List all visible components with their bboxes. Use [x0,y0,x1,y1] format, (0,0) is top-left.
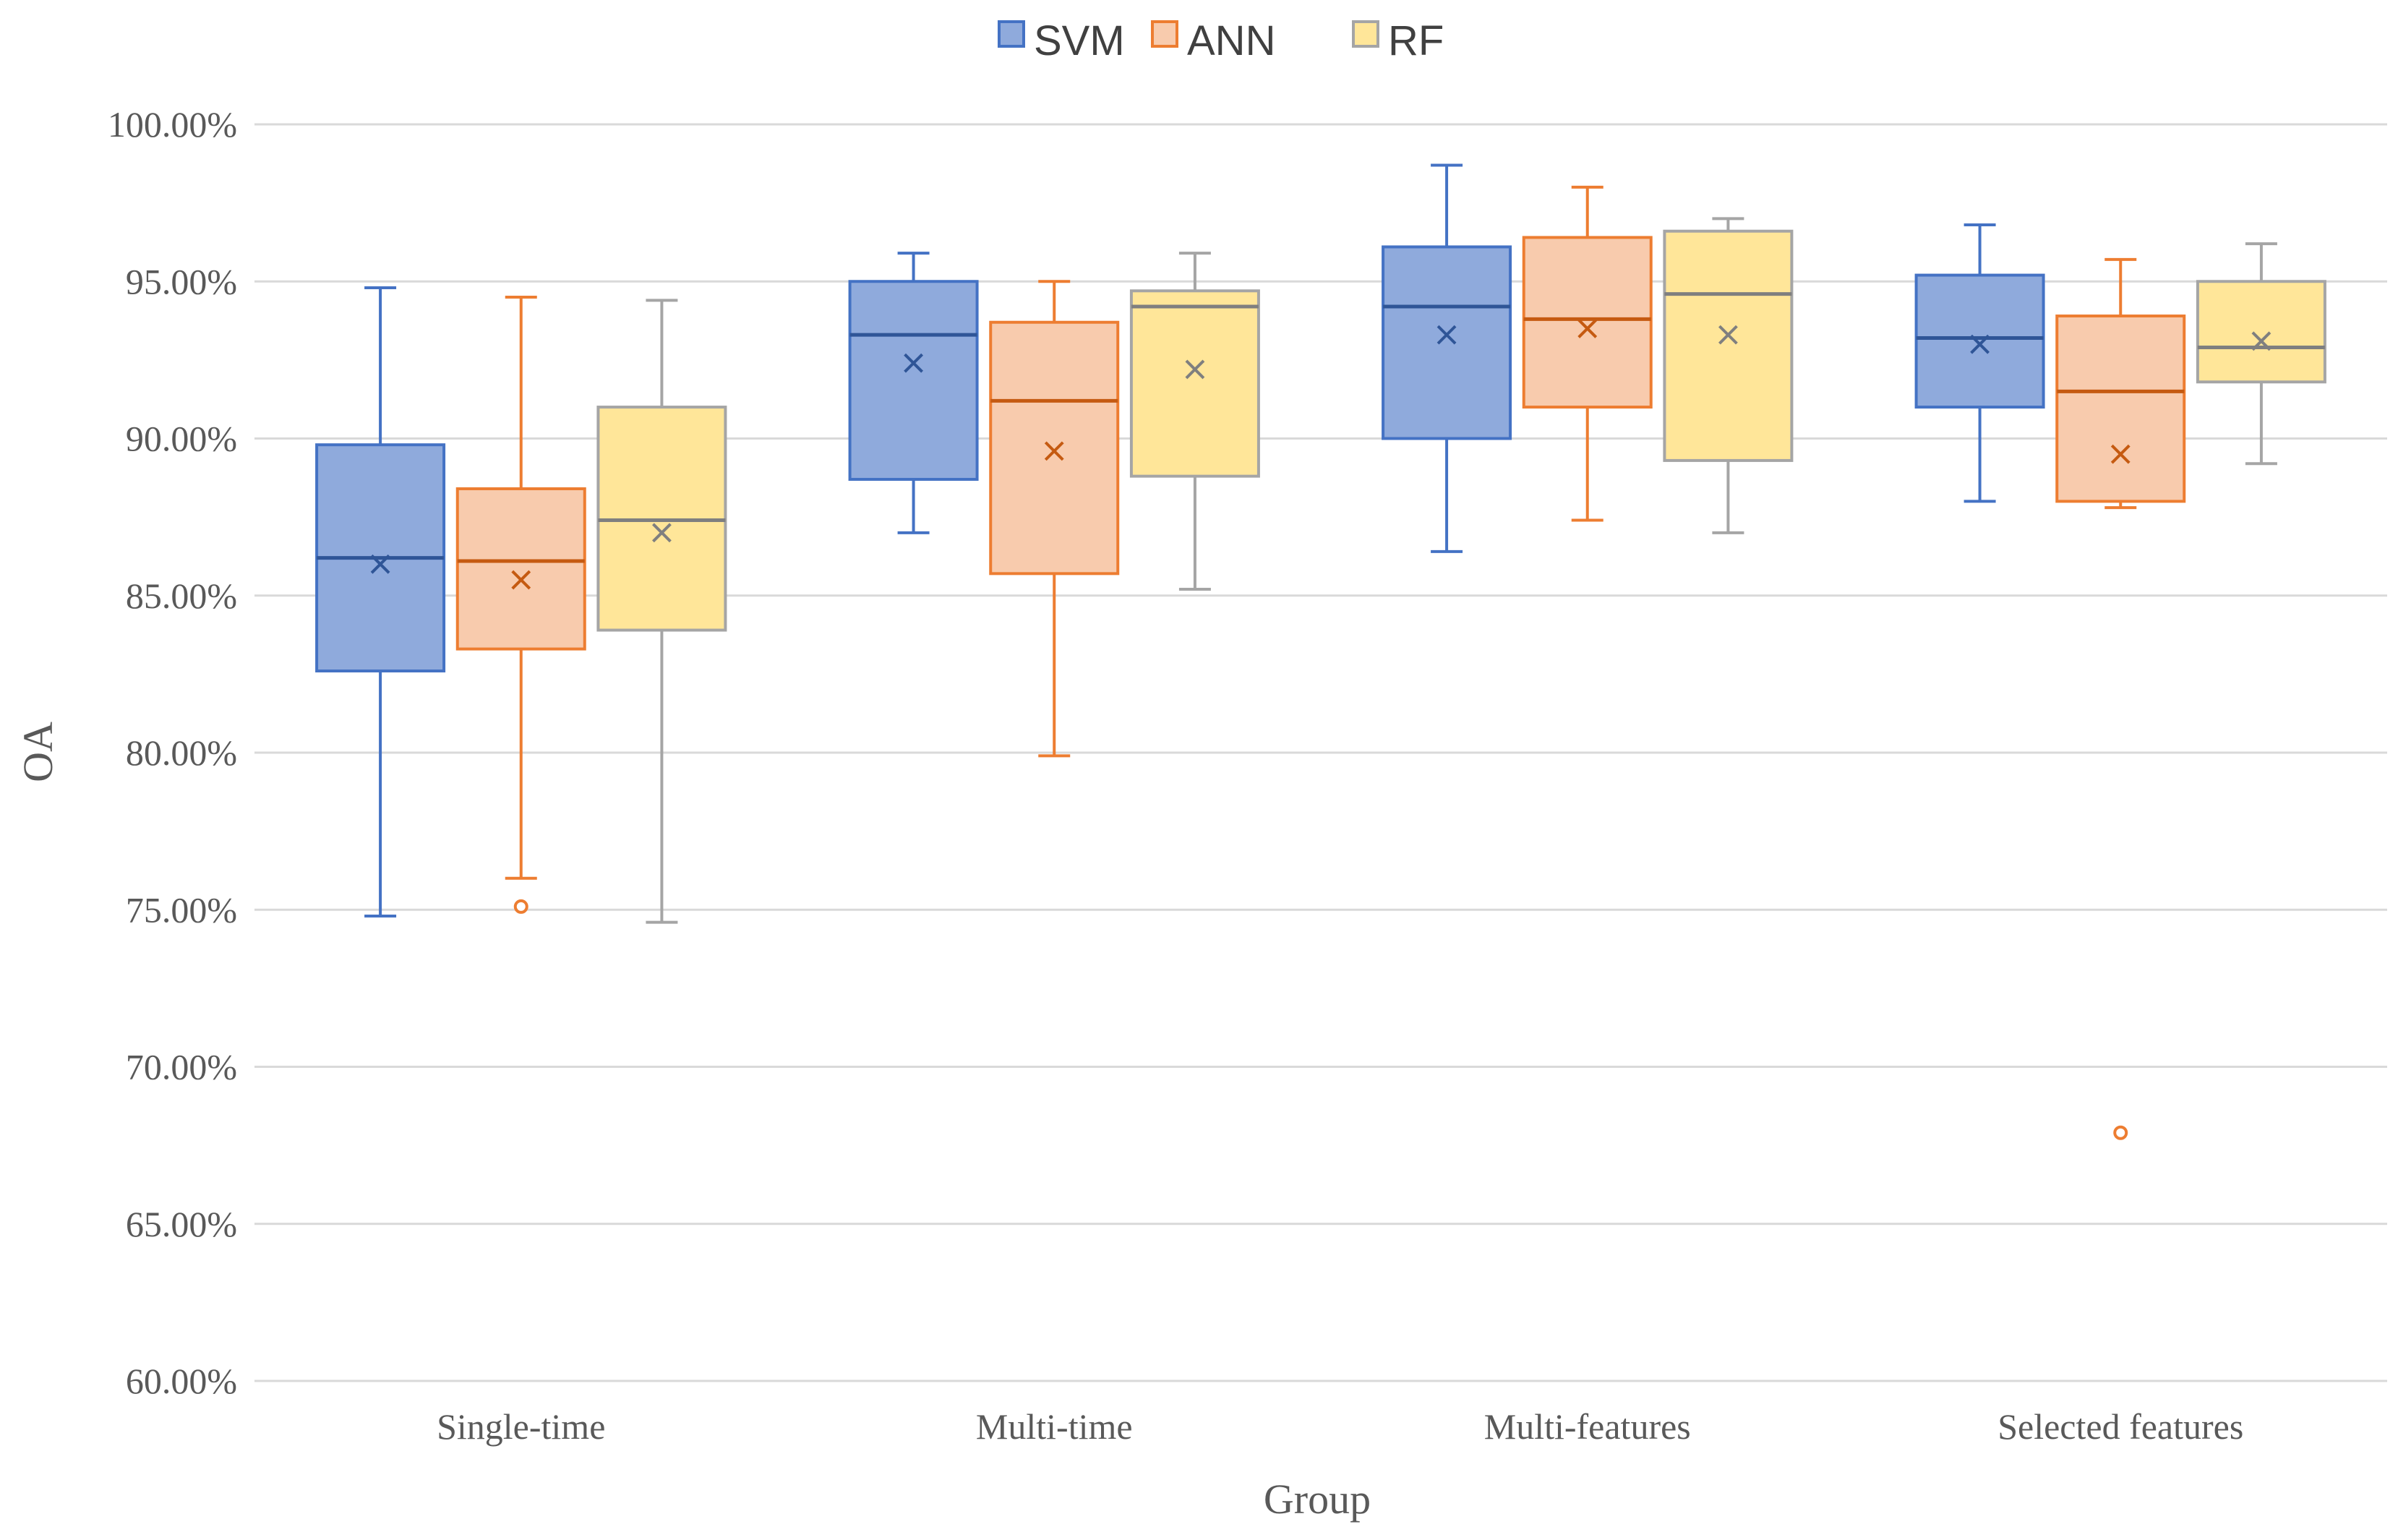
iqr-box [1382,245,1512,440]
y-tick-label: 60.00% [126,1361,237,1401]
mean-marker [652,523,672,543]
iqr-box [2196,280,2326,384]
box-ann [1522,185,1653,522]
box-svm [315,286,446,917]
mean-marker [1970,334,1990,354]
y-tick-label: 100.00% [108,104,237,145]
y-tick-label: 65.00% [126,1204,237,1244]
y-tick-label: 80.00% [126,732,237,773]
y-tick-label: 95.00% [126,261,237,301]
legend-swatch-rf [1352,20,1379,48]
mean-marker [370,554,390,574]
iqr-box [1129,289,1260,478]
legend-label-rf: RF [1388,17,1444,64]
mean-marker [511,570,531,590]
y-tick-label: 90.00% [126,419,237,459]
mean-marker [1577,319,1598,338]
box-rf [1129,252,1260,591]
legend-swatch-ann [1151,20,1178,48]
mean-marker [2110,444,2131,464]
box-svm [848,252,979,534]
iqr-box [2055,315,2186,503]
x-tick-label: Selected features [1997,1406,2243,1447]
mean-marker [1436,325,1457,345]
box-series [315,163,2326,1140]
y-tick-label: 75.00% [126,889,237,930]
mean-marker [904,353,923,373]
iqr-box [1914,273,2045,409]
x-tick-label: Single-time [437,1406,605,1447]
box-ann [455,295,586,914]
mean-marker [1185,359,1205,380]
y-tick-label: 70.00% [126,1047,237,1087]
box-rf [2196,242,2326,466]
mean-marker [2251,331,2271,351]
legend-label-ann: ANN [1187,17,1275,64]
box-rf [1663,217,1794,534]
x-tick-label: Multi-features [1484,1406,1691,1447]
y-tick-label: 85.00% [126,576,237,616]
iqr-box [1663,229,1794,462]
legend: SVM ANN RF [998,17,1444,64]
x-tick-label: Multi-time [976,1406,1133,1447]
box-svm [1914,223,2045,503]
gridlines [254,123,2387,1382]
iqr-box [455,487,586,651]
legend-label-svm: SVM [1034,17,1125,64]
legend-swatch-svm [998,20,1025,48]
x-axis-title: Group [1264,1476,1371,1523]
outlier-point [513,899,528,914]
mean-marker [1044,441,1064,461]
x-axis-tick-labels: Single-time Multi-time Multi-features Selec… [437,1406,2243,1447]
iqr-box [1522,236,1653,409]
y-axis-title: OA [14,722,61,782]
iqr-box [848,280,979,481]
box-rf [596,299,727,924]
iqr-box [989,320,1120,576]
outlier-point [2113,1125,2128,1140]
mean-marker [1718,325,1738,345]
box-ann [989,280,1120,758]
y-axis-tick-labels: 60.00% 65.00% 70.00% 75.00% 80.00% 85.00% 90.0… [108,104,237,1401]
box-ann [2055,257,2186,1140]
box-svm [1382,163,1512,553]
